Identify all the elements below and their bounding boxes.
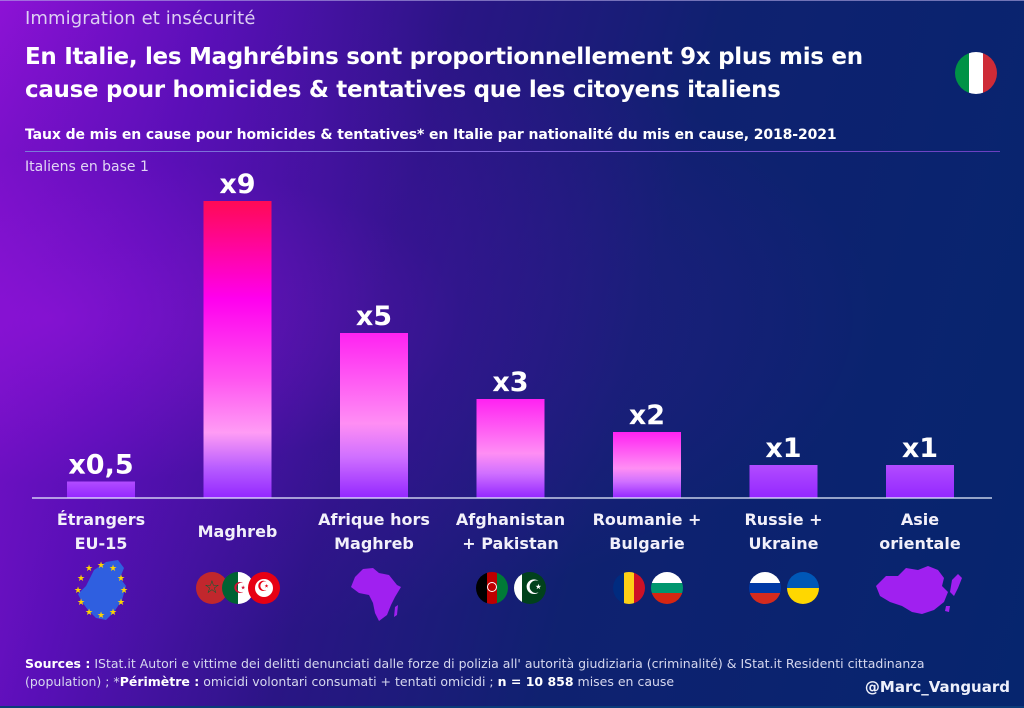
sample-size-text: mises en cause xyxy=(573,674,675,689)
category-icons-3: ☪ xyxy=(436,572,586,604)
bar-0 xyxy=(67,481,135,498)
bar-value-label: x9 xyxy=(219,169,255,200)
category-label-line: Ukraine xyxy=(748,534,819,553)
page-title: En Italie, les Maghrébins sont proportio… xyxy=(25,41,925,107)
svg-text:★: ★ xyxy=(85,564,93,574)
category-label-line: orientale xyxy=(879,534,961,553)
svg-text:★: ★ xyxy=(109,564,117,574)
bar-value-label: x1 xyxy=(902,433,938,464)
category-label-line: + Pakistan xyxy=(462,534,559,553)
category-label-line: Maghreb xyxy=(334,534,414,553)
bar-3 xyxy=(476,399,545,498)
afghanistan-flag-icon xyxy=(476,572,508,604)
bar-1 xyxy=(203,201,272,498)
category-icons-4 xyxy=(573,572,723,604)
svg-text:★: ★ xyxy=(97,611,105,621)
category-label: Roumanie + Bulgarie xyxy=(572,508,722,556)
tunisia-flag-icon: ☪ xyxy=(248,572,280,604)
pakistan-flag-icon: ☪ xyxy=(514,572,546,604)
category-icons-6 xyxy=(845,562,995,620)
svg-text:★: ★ xyxy=(77,574,85,584)
base-note: Italiens en base 1 xyxy=(25,159,149,175)
bar-value-label: x3 xyxy=(492,367,528,398)
bar-4 xyxy=(613,432,681,498)
category-label-line: Maghreb xyxy=(197,522,278,541)
category-label: Étrangers EU-15 xyxy=(26,508,176,556)
title-line-1: En Italie, les Maghrébins sont proportio… xyxy=(25,44,863,70)
africa-map-icon xyxy=(351,568,401,621)
chart-subtitle: Taux de mis en cause pour homicides & te… xyxy=(25,127,837,143)
sample-size: n = 10 858 xyxy=(497,674,574,689)
bar-2 xyxy=(340,333,408,498)
italy-flag-icon xyxy=(955,52,997,94)
bar-5 xyxy=(749,465,818,498)
kicker: Immigration et insécurité xyxy=(25,8,256,29)
svg-text:★: ★ xyxy=(74,586,82,596)
top-border xyxy=(0,0,1024,1)
bar-value-label: x0,5 xyxy=(68,450,133,481)
category-label-line: EU-15 xyxy=(74,534,128,553)
category-label: Afrique hors Maghreb xyxy=(299,508,449,556)
romania-flag-icon xyxy=(613,572,645,604)
svg-text:★: ★ xyxy=(120,586,128,596)
bar-value-label: x2 xyxy=(629,400,665,431)
svg-text:★: ★ xyxy=(97,561,105,571)
author-handle: @Marc_Vanguard xyxy=(864,678,1010,696)
category-label-line: Étrangers xyxy=(56,510,146,529)
bar-6 xyxy=(886,465,954,498)
category-icons-0: ★ ★ ★ ★ ★ ★ ★ ★ ★ ★ ★ ★ xyxy=(26,556,176,624)
category-icons-5 xyxy=(709,572,859,604)
category-label: Russie + Ukraine xyxy=(709,508,859,556)
bulgaria-flag-icon xyxy=(651,572,683,604)
sources-text: IStat.it Autori e vittime dei delitti de… xyxy=(25,656,925,689)
category-label-line: Roumanie + xyxy=(592,510,702,529)
eu-map-icon: ★ ★★★ ★★★★ ★★★★ xyxy=(74,560,128,621)
svg-text:★: ★ xyxy=(117,574,125,584)
sources-label: Sources : xyxy=(25,656,91,671)
perimetre-label: Périmètre : xyxy=(119,674,200,689)
footer-sources: Sources : IStat.it Autori e vittime dei … xyxy=(25,655,985,691)
svg-text:★: ★ xyxy=(85,608,93,618)
bar-value-label: x1 xyxy=(765,433,801,464)
svg-text:★: ★ xyxy=(117,598,125,608)
ukraine-flag-icon xyxy=(787,572,819,604)
category-label-line: Afrique hors xyxy=(318,510,430,529)
category-label: Afghanistan + Pakistan xyxy=(436,508,586,556)
category-label: Maghreb xyxy=(163,520,313,544)
bottom-border xyxy=(0,706,1024,708)
perimetre-text: omicidi volontari consumati + tentati om… xyxy=(199,674,498,689)
category-label-line: Bulgarie xyxy=(609,534,685,553)
title-line-2: cause pour homicides & tentatives que le… xyxy=(25,77,781,103)
east-asia-map-icon xyxy=(876,566,962,614)
subtitle-divider xyxy=(25,151,1000,152)
category-label-line: Russie + xyxy=(744,510,823,529)
category-label-line: Asie xyxy=(900,510,940,529)
category-icons-1: ☆ ☪ ☪ xyxy=(163,572,313,604)
category-icons-2 xyxy=(300,563,450,623)
svg-text:★: ★ xyxy=(109,608,117,618)
category-label: Asie orientale xyxy=(845,508,995,556)
russia-flag-icon xyxy=(749,572,781,604)
category-label-line: Afghanistan xyxy=(455,510,566,529)
svg-text:★: ★ xyxy=(77,598,85,608)
bar-value-label: x5 xyxy=(356,301,392,332)
